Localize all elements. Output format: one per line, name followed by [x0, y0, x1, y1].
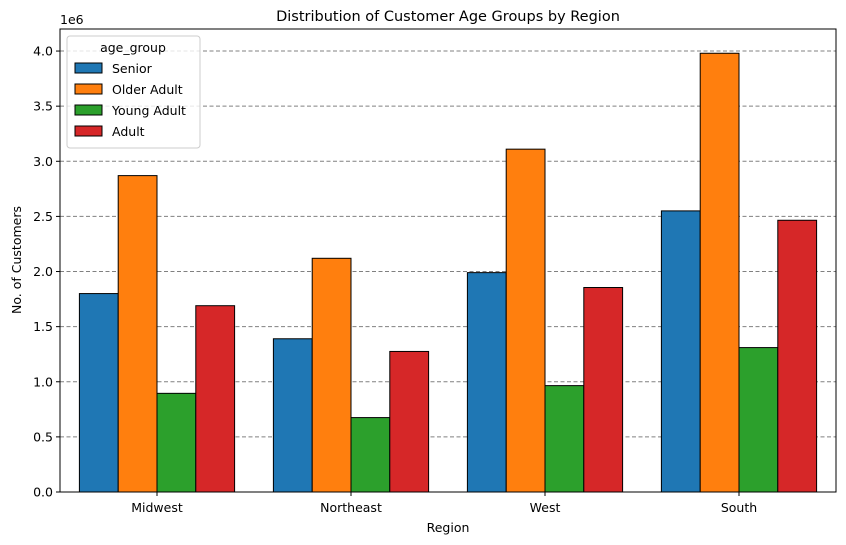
- bar-senior: [272, 338, 313, 493]
- legend-label: Young Adult: [111, 103, 186, 118]
- y-axis-offset-label: 1e6: [60, 12, 84, 27]
- bars: [78, 52, 818, 493]
- bar-adult: [777, 219, 818, 493]
- x-axis-label: Region: [427, 520, 470, 535]
- y-axis: 0.0 0.5 1.0 1.5 2.0 2.5 3.0 3.5 4.0: [33, 44, 60, 500]
- legend-title: age_group: [100, 40, 166, 55]
- plot-frame: [59, 28, 837, 493]
- chart-title: Distribution of Customer Age Groups by R…: [276, 9, 620, 25]
- bar-young-adult: [156, 392, 197, 493]
- x-tick-label: Midwest: [131, 500, 183, 515]
- legend-label: Older Adult: [112, 82, 183, 97]
- legend-swatch: [74, 62, 103, 74]
- y-axis-label: No. of Customers: [9, 206, 24, 314]
- y-tick-label: 1.5: [33, 319, 53, 334]
- bar-young-adult: [544, 385, 585, 493]
- y-tick-label: 2.0: [33, 264, 53, 279]
- y-tick-label: 4.0: [33, 44, 53, 59]
- y-tick-label: 3.0: [33, 154, 53, 169]
- legend-swatch: [74, 83, 103, 95]
- bar-adult: [195, 305, 236, 493]
- legend-swatch: [74, 104, 103, 116]
- bar-older-adult: [699, 52, 740, 493]
- bar-senior: [78, 293, 119, 493]
- x-tick-label: Northeast: [320, 500, 382, 515]
- bar-adult: [583, 287, 624, 493]
- x-tick-label: West: [530, 500, 561, 515]
- legend-label: Adult: [112, 124, 145, 139]
- bar-older-adult: [505, 148, 546, 493]
- y-tick-label: 0.5: [33, 429, 53, 444]
- bar-older-adult: [117, 175, 158, 493]
- legend-label: Senior: [112, 61, 153, 76]
- y-tick-label: 1.0: [33, 374, 53, 389]
- bar-senior: [660, 210, 701, 493]
- legend: age_group Senior Older Adult Young Adult Ad…: [66, 35, 201, 149]
- bar-senior: [466, 272, 507, 493]
- x-axis: Midwest Northeast West South: [131, 492, 757, 515]
- bar-young-adult: [350, 417, 391, 493]
- y-tick-label: 0.0: [33, 485, 53, 500]
- y-tick-label: 3.5: [33, 99, 53, 114]
- bar-young-adult: [738, 347, 779, 493]
- legend-swatch: [74, 125, 103, 137]
- x-tick-label: South: [721, 500, 757, 515]
- bar-adult: [389, 350, 430, 493]
- y-tick-label: 2.5: [33, 209, 53, 224]
- bar-older-adult: [311, 257, 352, 493]
